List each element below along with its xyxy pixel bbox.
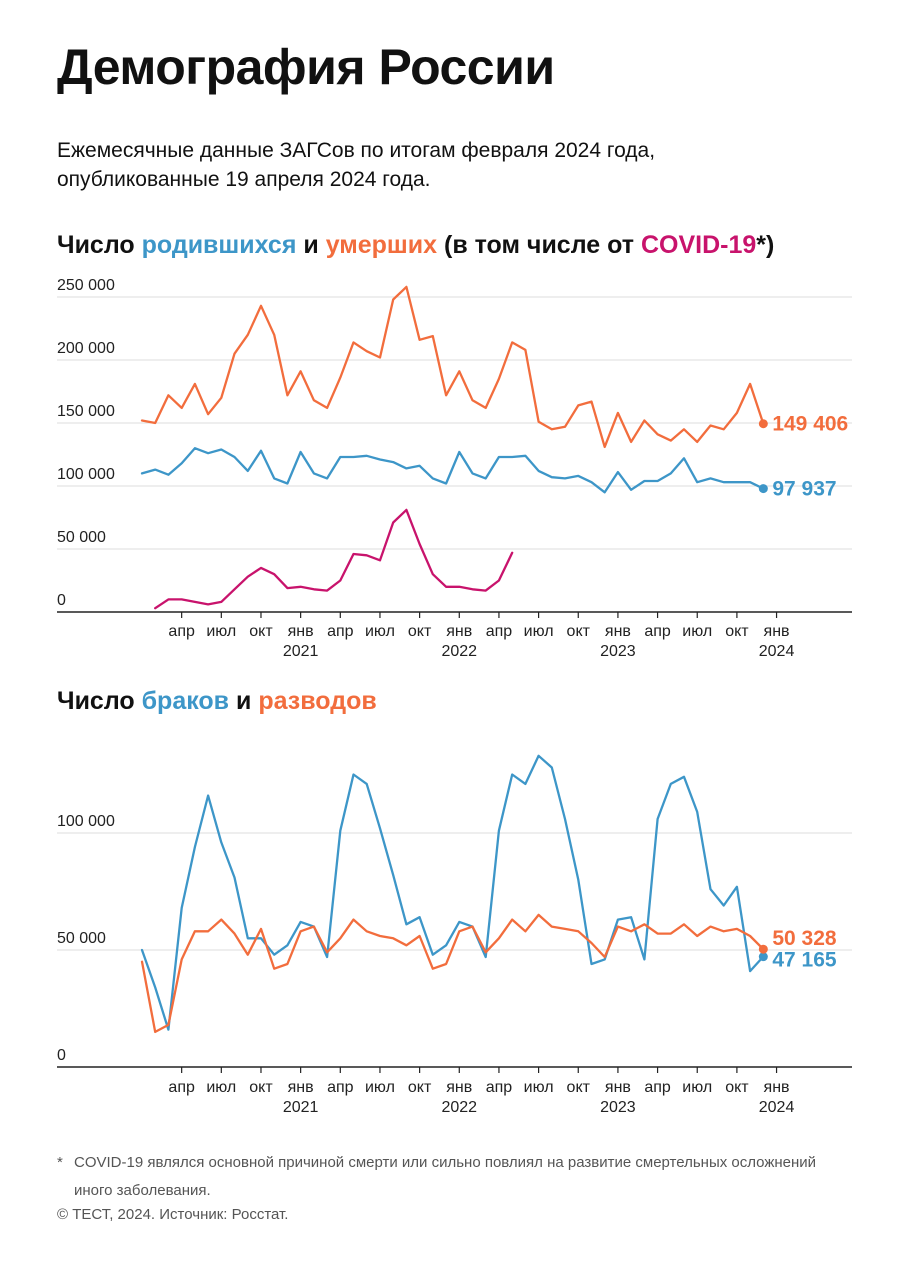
chart1-title: Число родившихся и умерших (в том числе … xyxy=(57,231,774,260)
series-end-dot xyxy=(758,944,768,954)
y-tick-label: 100 000 xyxy=(57,466,115,483)
x-tick-label: янв xyxy=(288,1079,314,1096)
x-year-label: 2023 xyxy=(600,643,636,660)
chart1-title-deaths: умерших xyxy=(325,231,438,259)
x-tick-label: окт xyxy=(567,623,591,640)
x-tick-label: июл xyxy=(365,623,395,640)
y-tick-label: 50 000 xyxy=(57,930,106,947)
series-end-label: 97 937 xyxy=(772,478,836,501)
x-tick-label: июл xyxy=(524,1079,554,1096)
x-year-label: 2024 xyxy=(759,643,795,660)
chart1-title-part: (в том числе от xyxy=(437,231,641,259)
chart1-title-part: Число xyxy=(57,231,142,259)
chart2-title: Число браков и разводов xyxy=(57,687,377,716)
y-tick-label: 0 xyxy=(57,1047,66,1064)
x-tick-label: апр xyxy=(644,1079,671,1096)
x-year-label: 2023 xyxy=(600,1099,636,1116)
subtitle-line-1: Ежемесячные данные ЗАГСов по итогам февр… xyxy=(57,139,656,162)
x-tick-label: июл xyxy=(365,1079,395,1096)
series-line-2 xyxy=(140,447,765,494)
x-tick-label: окт xyxy=(408,1079,432,1096)
chart2-title-part: Число xyxy=(57,687,142,715)
x-tick-label: янв xyxy=(446,1079,472,1096)
chart1-title-part: *) xyxy=(756,231,775,259)
x-tick-label: июл xyxy=(682,1079,712,1096)
x-tick-label: окт xyxy=(567,1079,591,1096)
series-end-dot xyxy=(758,952,768,962)
x-tick-label: окт xyxy=(408,623,432,640)
x-tick-label: янв xyxy=(446,623,472,640)
footnote-text: COVID-19 являлся основной причиной смерт… xyxy=(74,1154,817,1199)
subtitle: Ежемесячные данные ЗАГСов по итогам февр… xyxy=(57,136,817,194)
x-tick-label: апр xyxy=(168,1079,195,1096)
series-line-1 xyxy=(140,754,765,1031)
series-end-dot xyxy=(758,484,768,494)
chart1-title-births: родившихся xyxy=(141,231,297,259)
x-tick-label: янв xyxy=(288,623,314,640)
x-tick-label: окт xyxy=(249,1079,273,1096)
x-tick-label: апр xyxy=(486,623,513,640)
footnote-star: * xyxy=(57,1154,63,1171)
x-tick-label: апр xyxy=(486,1079,513,1096)
series-line-2 xyxy=(140,913,765,1034)
x-tick-label: июл xyxy=(524,623,554,640)
footnote: * COVID-19 являлся основной причиной сме… xyxy=(57,1149,837,1205)
chart2-title-divorces: разводов xyxy=(258,687,377,715)
y-tick-label: 50 000 xyxy=(57,529,106,546)
y-tick-label: 100 000 xyxy=(57,813,115,830)
series-end-dot xyxy=(758,419,768,429)
chart1-title-covid: COVID-19 xyxy=(640,231,757,259)
y-tick-label: 150 000 xyxy=(57,403,115,420)
y-tick-label: 0 xyxy=(57,592,66,609)
x-tick-label: июл xyxy=(206,623,236,640)
x-year-label: 2022 xyxy=(441,1099,477,1116)
series-line-1 xyxy=(140,285,765,449)
series-end-label: 47 165 xyxy=(772,949,837,972)
series-line-3 xyxy=(154,508,514,610)
y-tick-label: 200 000 xyxy=(57,340,115,357)
series-end-label: 149 406 xyxy=(772,413,848,436)
x-tick-label: апр xyxy=(327,1079,354,1096)
x-tick-label: янв xyxy=(605,1079,631,1096)
y-tick-label: 250 000 xyxy=(57,277,115,294)
chart2-title-part: и xyxy=(229,687,259,715)
x-year-label: 2022 xyxy=(441,643,477,660)
copyright: © ТЕСТ, 2024. Источник: Росстат. xyxy=(57,1206,289,1223)
x-year-label: 2021 xyxy=(283,643,319,660)
x-tick-label: апр xyxy=(327,623,354,640)
subtitle-line-2: опубликованные 19 апреля 2024 года. xyxy=(57,168,431,191)
x-tick-label: янв xyxy=(605,623,631,640)
x-tick-label: янв xyxy=(764,1079,790,1096)
x-year-label: 2021 xyxy=(283,1099,319,1116)
x-tick-label: июл xyxy=(206,1079,236,1096)
page-title: Демография России xyxy=(57,39,555,95)
x-tick-label: окт xyxy=(725,623,749,640)
x-tick-label: апр xyxy=(168,623,195,640)
chart1-title-part: и xyxy=(296,231,326,259)
x-tick-label: окт xyxy=(249,623,273,640)
x-tick-label: окт xyxy=(725,1079,749,1096)
x-tick-label: янв xyxy=(764,623,790,640)
series-end-label: 50 328 xyxy=(772,927,837,950)
x-tick-label: июл xyxy=(682,623,712,640)
x-year-label: 2024 xyxy=(759,1099,795,1116)
x-tick-label: апр xyxy=(644,623,671,640)
chart2-title-marriages: браков xyxy=(141,687,230,715)
